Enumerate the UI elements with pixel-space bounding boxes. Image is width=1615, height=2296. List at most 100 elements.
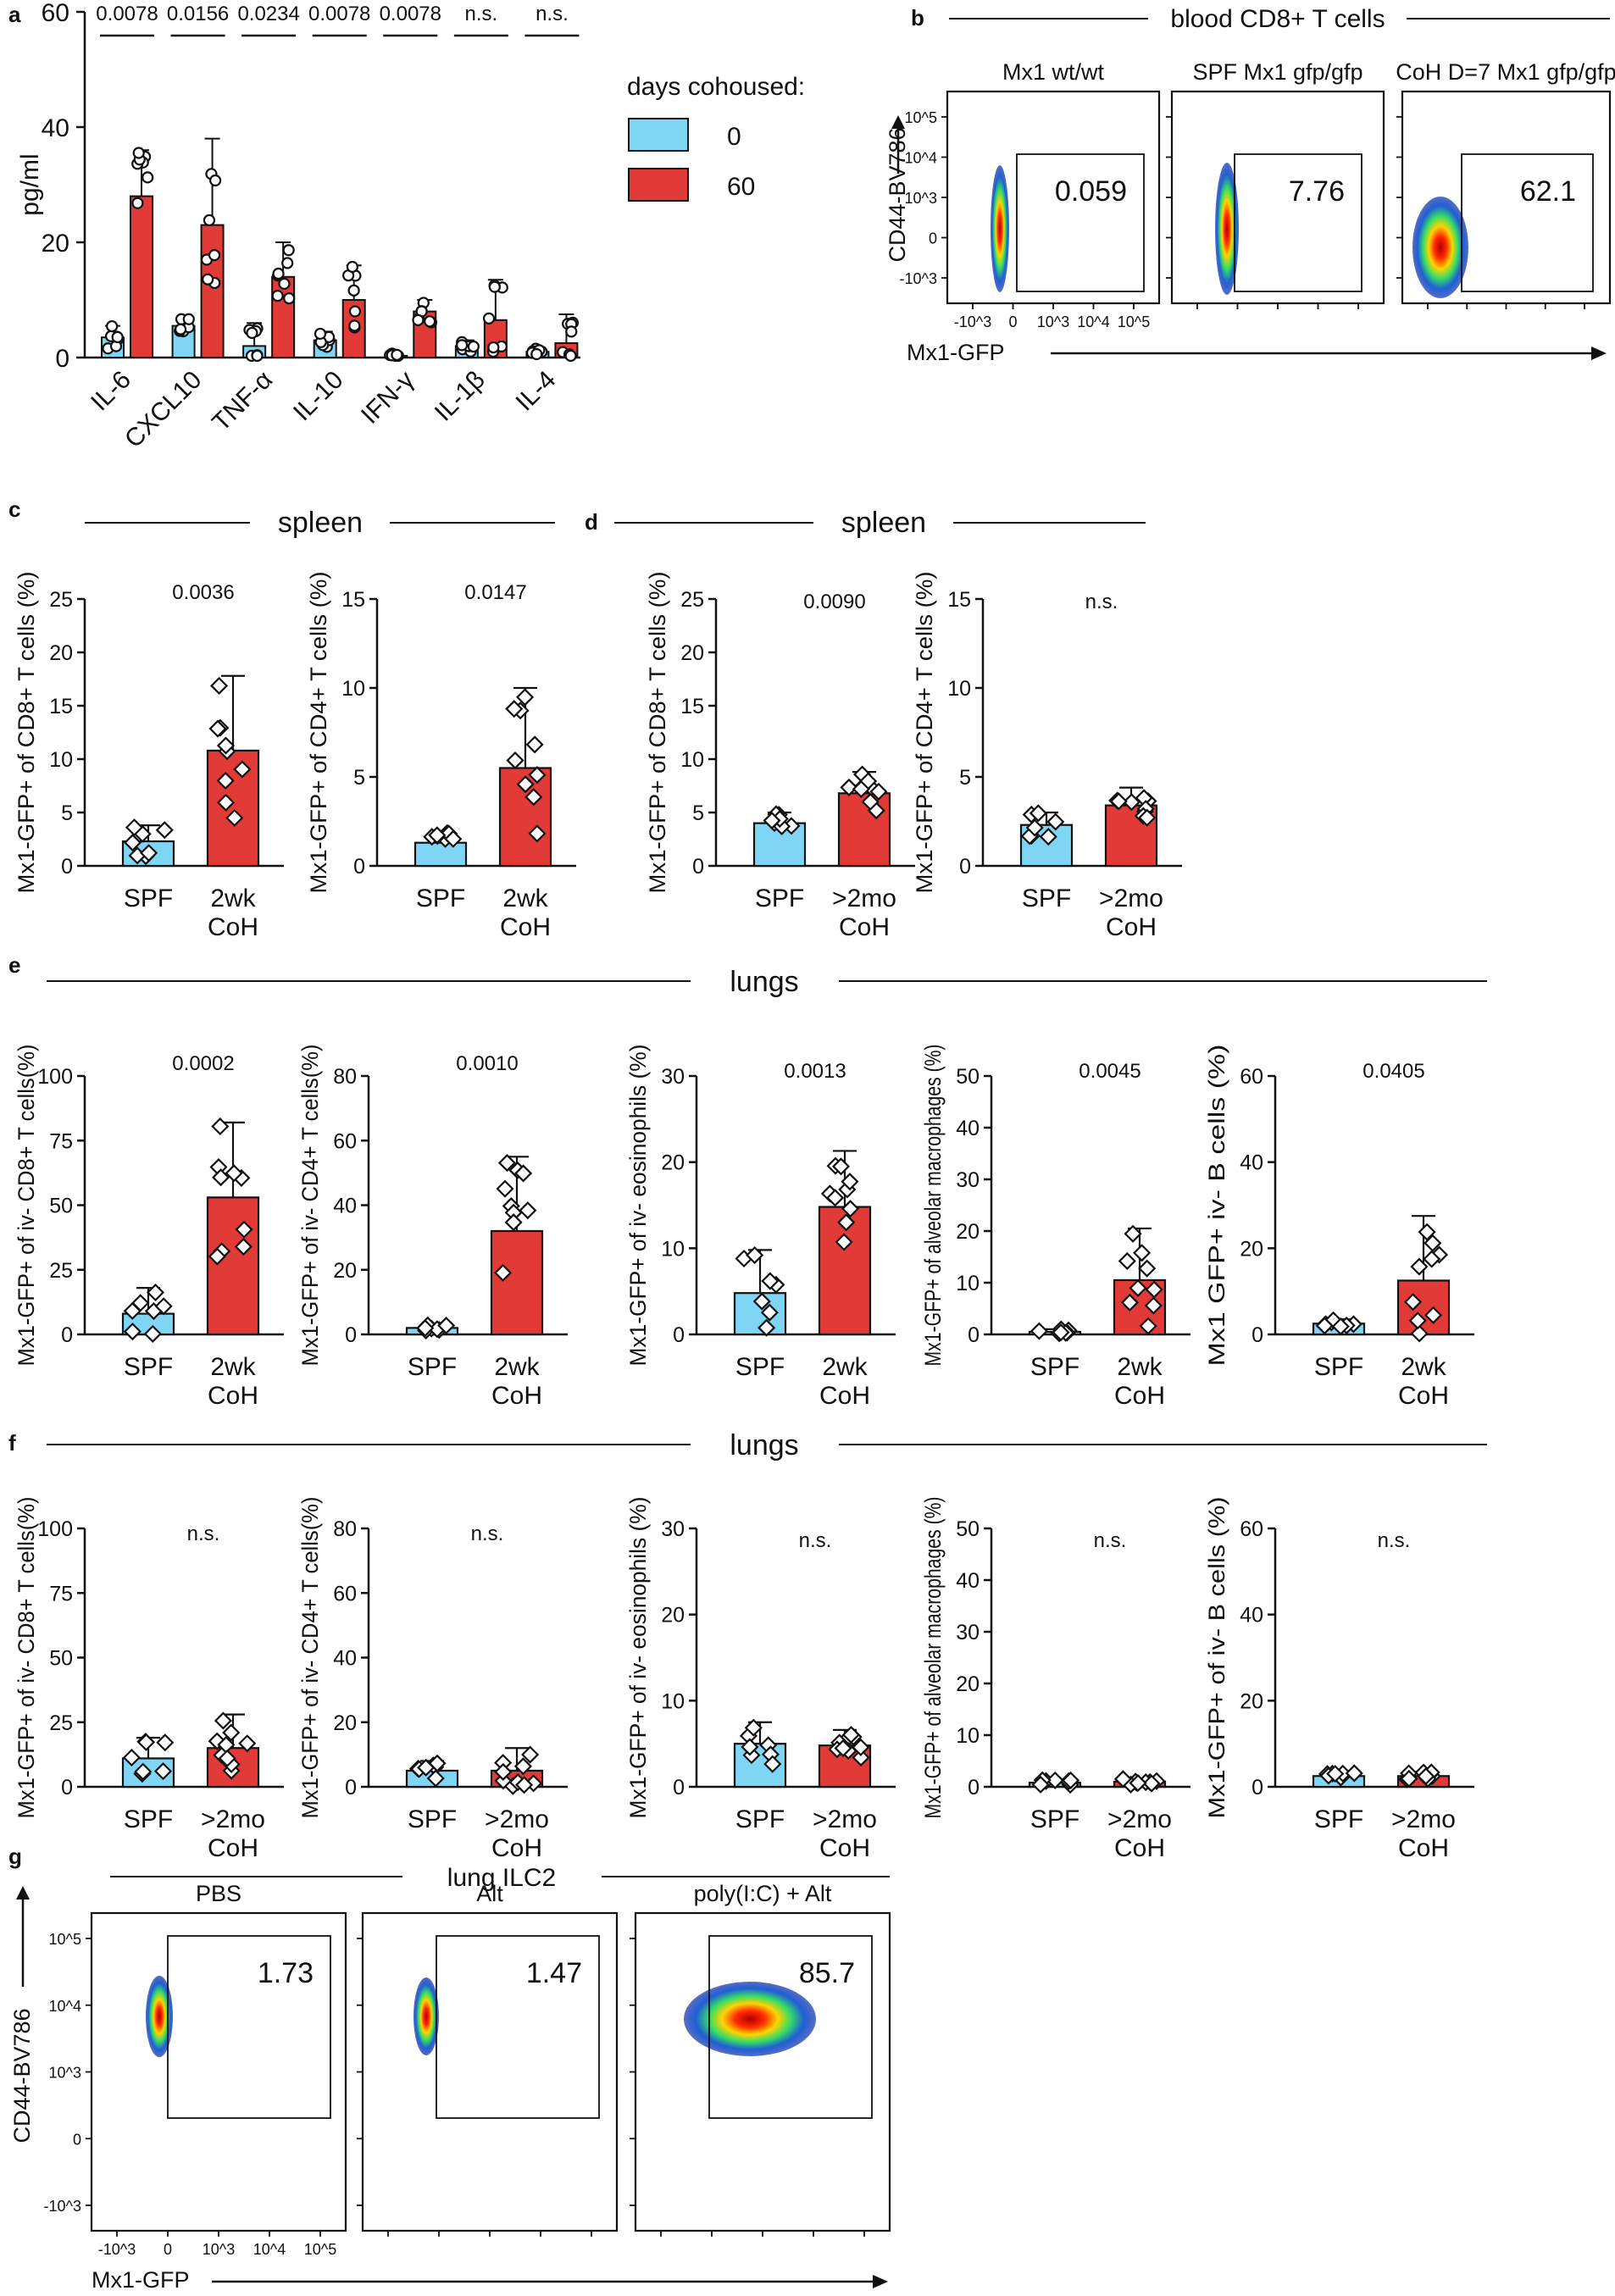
- data-point: [251, 349, 264, 363]
- x-category-label: SPF: [1030, 1353, 1079, 1381]
- p-value: n.s.: [799, 1529, 832, 1552]
- chart-lung-am-2wk: 0 10 20 30 40 50 SPF 2wk CoH 0.0045 Mx1-GFP+ of al…: [920, 1045, 1190, 1410]
- x-tick-label: 10^4: [253, 2241, 286, 2258]
- x-category-label: SPF: [124, 885, 173, 912]
- p-value: n.s.: [536, 3, 569, 25]
- section-title-e: lungs: [730, 966, 798, 998]
- y-axis-label: Mx1-GFP+ of iv- CD4+ T cells(%): [297, 1045, 323, 1367]
- data-point: [1118, 1251, 1136, 1271]
- y-tick-label: 0: [345, 1323, 357, 1347]
- data-point: [234, 1237, 253, 1256]
- data-point: [831, 1157, 851, 1176]
- section-title-d: spleen: [841, 507, 926, 539]
- x-category-label: SPF: [1022, 885, 1071, 912]
- flow-gate: [1461, 153, 1594, 292]
- data-point: [209, 174, 222, 187]
- flow-density: [413, 1977, 439, 2055]
- chart-lung-cd4-2wk: 0 20 40 60 80 SPF 2wk CoH 0.0010 Mx1-GFP+ of iv- …: [297, 1045, 568, 1410]
- y-tick-label: 0: [61, 1323, 73, 1347]
- x-tick-label: 10^5: [304, 2241, 336, 2258]
- y-tick-label: 15: [49, 695, 73, 718]
- flow-density: [1412, 197, 1468, 298]
- y-tick-label: 0: [673, 1323, 685, 1347]
- y-axis-label: Mx1-GFP+ of iv- CD8+ T cells(%): [14, 1045, 39, 1367]
- p-value: 0.0090: [803, 591, 865, 613]
- data-point: [1345, 1764, 1363, 1783]
- gate-percentage: 7.76: [1289, 175, 1345, 208]
- data-point: [513, 1757, 533, 1776]
- data-point: [505, 700, 524, 718]
- panel-label-e: e: [8, 952, 20, 978]
- legend-swatch-day0: [628, 118, 689, 152]
- y-tick-label: 20: [661, 1151, 685, 1175]
- data-point: [758, 1318, 776, 1337]
- bar-coh: [837, 792, 891, 868]
- data-point: [140, 844, 158, 862]
- flow-gate: [708, 1935, 873, 2119]
- data-point: [416, 1318, 435, 1338]
- y-tick-label: 50: [956, 1517, 980, 1541]
- x-category-label: SPF: [124, 1805, 173, 1833]
- y-tick-label: 75: [49, 1582, 73, 1606]
- x-axis-arrowhead: [873, 2275, 888, 2288]
- data-point: [519, 1201, 537, 1220]
- y-axis-label: Mx1 GFP+ iv- B cells (%): [1204, 1045, 1229, 1367]
- flow-plot-title: poly(I:C) + Alt: [694, 1881, 832, 1906]
- data-point: [211, 1117, 230, 1136]
- data-point: [1129, 1278, 1147, 1297]
- y-tick-label: 0: [55, 345, 69, 373]
- flow-gate: [1016, 153, 1145, 292]
- data-point: [1124, 1224, 1142, 1243]
- y-tick-label: 50: [49, 1647, 73, 1671]
- flow-plots-blood: 0.059 Mx1 wt/wt 10^5 -10^3 10^4 0 10^3 10^3 0 10^…: [885, 59, 1615, 365]
- p-value: 0.0010: [456, 1052, 518, 1075]
- data-point: [426, 1769, 445, 1788]
- x-category-label: SPF: [1030, 1805, 1079, 1833]
- y-tick-label: 5: [353, 766, 365, 790]
- gate-percentage: 0.059: [1055, 175, 1127, 208]
- data-point: [348, 305, 362, 318]
- y-tick-label: 20: [1240, 1689, 1263, 1713]
- data-point: [521, 1745, 540, 1764]
- data-point: [564, 349, 577, 363]
- data-point: [525, 735, 544, 754]
- y-axis-label: Mx1-GFP+ of iv- B cells (%): [1204, 1497, 1229, 1819]
- bar-day60: [200, 224, 225, 358]
- x-tick-label: -10^3: [98, 2241, 136, 2258]
- x-category-label: SPF: [735, 1805, 785, 1833]
- y-tick-label: 0: [968, 1323, 980, 1347]
- p-value: 0.0002: [172, 1052, 234, 1075]
- y-tick-label: 40: [1240, 1151, 1263, 1175]
- y-tick-label: 60: [1240, 1065, 1263, 1089]
- data-point: [314, 327, 327, 341]
- data-point: [496, 1179, 514, 1198]
- data-point: [752, 1292, 771, 1311]
- data-point: [1129, 1773, 1147, 1793]
- data-point: [142, 171, 154, 184]
- data-point: [1424, 1234, 1442, 1252]
- bar-coh: [206, 749, 260, 868]
- y-tick-label: 60: [42, 0, 69, 27]
- data-point: [225, 1164, 243, 1183]
- y-tick-label: 10^3: [49, 2065, 81, 2082]
- x-category-label: IL-10: [288, 366, 349, 427]
- data-point: [528, 766, 547, 785]
- y-axis-arrowhead: [16, 1886, 30, 1899]
- data-point: [763, 1755, 782, 1773]
- data-point: [134, 1762, 153, 1781]
- y-tick-label: 10^4: [905, 150, 937, 167]
- x-category-label: SPF: [408, 1805, 457, 1833]
- y-tick-label: 60: [1240, 1517, 1263, 1541]
- data-point: [125, 818, 144, 837]
- data-point: [281, 257, 294, 269]
- data-point: [155, 821, 174, 840]
- data-point: [840, 778, 858, 796]
- data-point: [841, 1726, 860, 1744]
- section-header-b: blood CD8+ T cells: [949, 5, 1610, 33]
- flow-gate: [167, 1935, 331, 2119]
- p-value: n.s.: [471, 1522, 504, 1545]
- data-point: [216, 736, 236, 755]
- y-axis-label: Mx1-GFP+ of CD8+ T cells (%): [14, 572, 39, 894]
- x-axis-label: Mx1-GFP: [907, 340, 1005, 365]
- data-point: [1331, 1317, 1350, 1336]
